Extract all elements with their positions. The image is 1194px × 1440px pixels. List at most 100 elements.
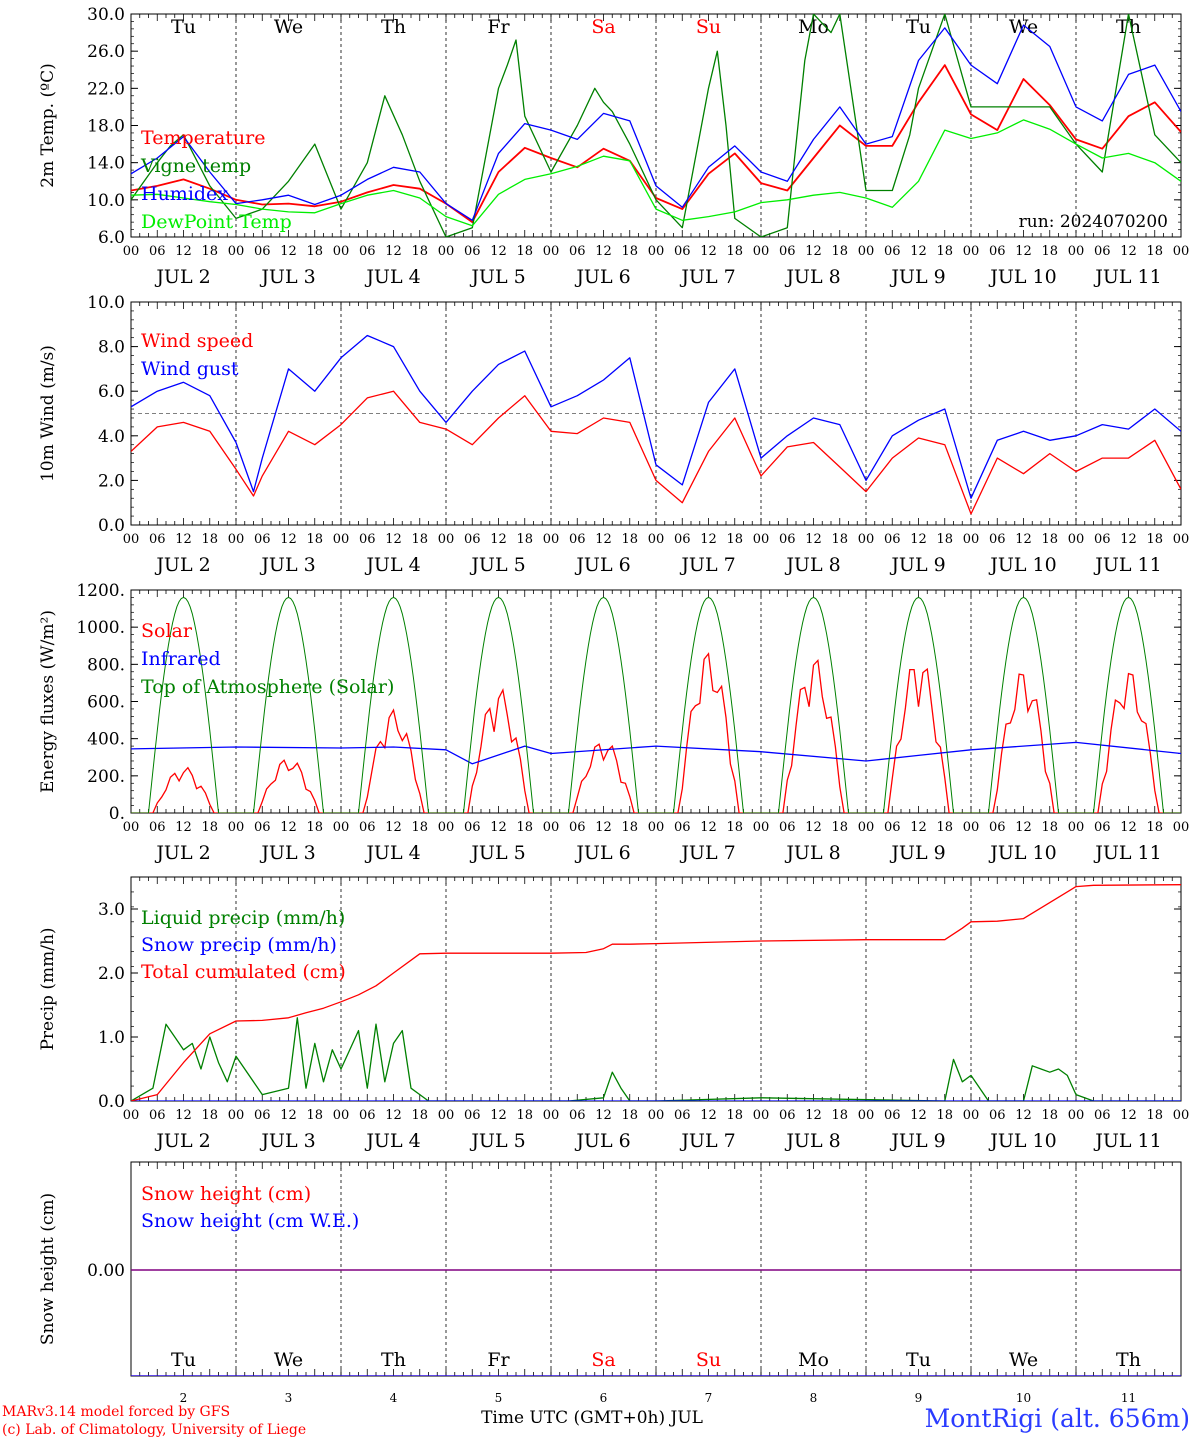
hour-label: 12 [805, 532, 822, 547]
hour-label: 00 [858, 1108, 875, 1123]
hour-label: 18 [831, 244, 848, 259]
legend-entry: Snow height (cm W.E.) [141, 1210, 359, 1232]
hour-label: 12 [595, 820, 612, 835]
hour-label: 00 [753, 1108, 770, 1123]
weekday-label: Fr [487, 1349, 510, 1371]
y-axis-label: 2m Temp. (ºC) [38, 63, 58, 188]
hour-label: 12 [490, 244, 507, 259]
hour-label: 18 [621, 820, 638, 835]
plot-frame [130, 589, 1182, 814]
y-tick-label: 30.0 [87, 5, 125, 25]
date-label: JUL 5 [469, 1130, 525, 1152]
hour-label: 18 [726, 1108, 743, 1123]
hour-label: 00 [753, 244, 770, 259]
hour-label: 06 [884, 244, 901, 259]
hour-label: 12 [175, 820, 192, 835]
date-label: JUL 7 [679, 842, 735, 864]
date-label: JUL 4 [364, 1130, 420, 1152]
hour-label: 06 [989, 244, 1006, 259]
hour-label: 00 [228, 1108, 245, 1123]
hour-label: 00 [123, 244, 140, 259]
date-label: JUL 10 [988, 842, 1056, 864]
series-liquid-precip-mm-h [131, 1017, 1181, 1101]
weekday-label: Fr [487, 16, 510, 38]
hour-label: 12 [1120, 532, 1137, 547]
y-tick-label: 26.0 [87, 42, 125, 62]
weekday-label: Tu [171, 1349, 196, 1371]
hour-label: 06 [674, 244, 691, 259]
hour-label: 18 [306, 820, 323, 835]
legend-entry: Humidex [141, 183, 228, 205]
hour-label: 18 [621, 244, 638, 259]
weekday-label: Sa [591, 16, 615, 38]
hour-label: 18 [306, 244, 323, 259]
hour-label: 18 [411, 1108, 428, 1123]
series-group [131, 884, 1181, 1101]
date-label: JUL 2 [154, 1130, 210, 1152]
hour-label: 06 [464, 820, 481, 835]
hour-label: 00 [1173, 820, 1190, 835]
legend-entry: Snow precip (mm/h) [141, 934, 337, 956]
hour-label: 18 [726, 532, 743, 547]
date-label: JUL 7 [679, 554, 735, 576]
hour-label: 06 [359, 532, 376, 547]
hour-label: 00 [438, 244, 455, 259]
weekday-label: Tu [171, 16, 196, 38]
panel-precip: 0.0 1.0 2.0 3.0 Precip (mm/h) 00 06 12 18 00 06 12 1… [38, 876, 1189, 1152]
date-label: JUL 4 [364, 554, 420, 576]
hour-label: 00 [333, 820, 350, 835]
hour-label: 12 [910, 532, 927, 547]
hour-label: 06 [674, 1108, 691, 1123]
hour-label: 06 [674, 532, 691, 547]
hour-label: 18 [1041, 820, 1058, 835]
weekday-label: Su [696, 1349, 721, 1371]
date-label: JUL 3 [259, 266, 315, 288]
weekday-label: Mo [798, 16, 829, 38]
y-tick-label: 14.0 [87, 154, 125, 174]
hour-label: 18 [516, 532, 533, 547]
y-tick-label: 2.0 [98, 471, 125, 491]
hour-label: 18 [411, 244, 428, 259]
date-label: JUL 4 [364, 266, 420, 288]
hour-label: 18 [936, 1108, 953, 1123]
y-axis-label: Precip (mm/h) [38, 927, 58, 1050]
hour-label: 12 [490, 820, 507, 835]
hour-label: 18 [936, 532, 953, 547]
series-group [131, 596, 1181, 813]
hour-label: 12 [490, 532, 507, 547]
day-number-label: 6 [600, 1391, 608, 1405]
hour-label: 06 [254, 1108, 271, 1123]
hour-label: 00 [543, 532, 560, 547]
hour-label: 06 [1094, 1108, 1111, 1123]
date-label: JUL 11 [1093, 554, 1161, 576]
hour-label: 00 [228, 820, 245, 835]
hour-label: 12 [1015, 244, 1032, 259]
hour-label: 18 [306, 1108, 323, 1123]
hour-label: 18 [621, 1108, 638, 1123]
day-number-label: 11 [1121, 1391, 1136, 1405]
legend-entry: Solar [141, 620, 193, 642]
hour-label: 18 [516, 1108, 533, 1123]
hour-label: 00 [1173, 532, 1190, 547]
hour-label: 06 [254, 820, 271, 835]
hour-label: 06 [464, 532, 481, 547]
day-number-label: 4 [390, 1391, 398, 1405]
hour-label: 00 [648, 820, 665, 835]
y-axis-label: 10m Wind (m/s) [38, 345, 58, 482]
hour-label: 00 [648, 244, 665, 259]
hour-label: 00 [543, 820, 560, 835]
hour-label: 00 [753, 820, 770, 835]
hour-label: 06 [1094, 532, 1111, 547]
y-tick-label: 10.0 [87, 293, 125, 313]
date-label: JUL 8 [784, 266, 840, 288]
y-tick-label: 800. [87, 655, 125, 675]
panel-energy: 0. 200. 400. 600. 800. 1000. 1200. Energy fluxe… [38, 581, 1189, 864]
day-number-label: 10 [1016, 1391, 1031, 1405]
hour-label: 18 [831, 532, 848, 547]
y-axis-label: Energy fluxes (W/m²) [38, 610, 58, 793]
hour-label: 06 [989, 820, 1006, 835]
hour-label: 12 [280, 244, 297, 259]
y-tick-label: 6.0 [98, 228, 125, 248]
weekday-label: Tu [906, 1349, 931, 1371]
hour-label: 06 [149, 1108, 166, 1123]
